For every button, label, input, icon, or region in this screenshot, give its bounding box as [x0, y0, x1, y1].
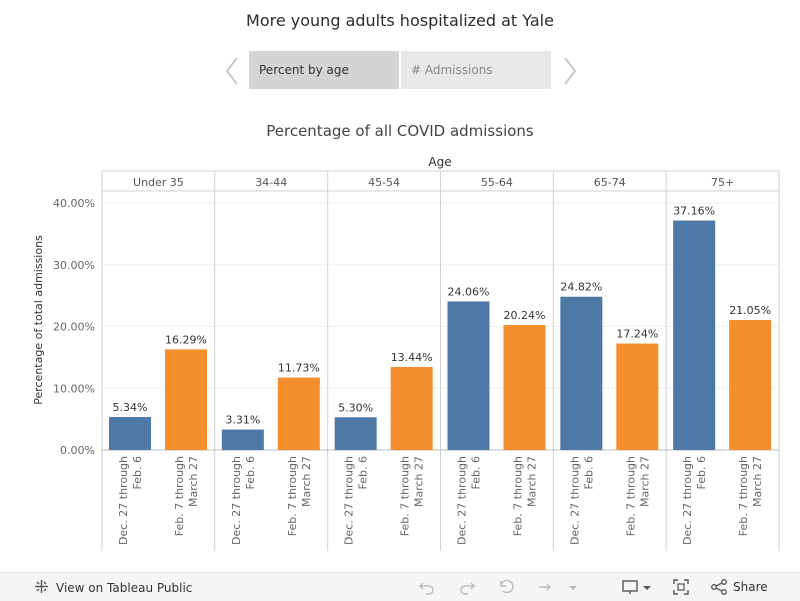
x-tick-label: Feb. 6: [357, 456, 370, 489]
redo-icon[interactable]: [458, 578, 476, 596]
x-tick-label: Dec. 27 through: [568, 456, 581, 545]
column-header-label: Age: [428, 155, 451, 169]
next-arrow-icon[interactable]: [556, 55, 582, 87]
x-tick-label: Feb. 7 through: [399, 456, 412, 536]
tableau-logo-icon: [34, 579, 49, 597]
bar: [390, 367, 433, 450]
view-on-tableau-label: View on Tableau Public: [56, 581, 193, 595]
y-axis-label: Percentage of total admissions: [32, 235, 45, 405]
x-tick-label: Feb. 7 through: [737, 456, 750, 536]
x-tick-label: March 27: [526, 456, 539, 507]
bar-value-label: 17.24%: [616, 328, 658, 341]
bar: [503, 325, 546, 450]
x-tick-label: Feb. 7 through: [512, 456, 525, 536]
download-menu-chevron-icon[interactable]: [638, 578, 656, 596]
bar: [673, 220, 716, 450]
share-label[interactable]: Share: [733, 580, 768, 594]
bar-value-label: 37.16%: [673, 205, 715, 218]
age-group-label: 45-54: [368, 176, 400, 189]
x-tick-label: March 27: [751, 456, 764, 507]
x-tick-label: Dec. 27 through: [456, 456, 469, 545]
x-tick-label: Dec. 27 through: [681, 456, 694, 545]
x-tick-label: Dec. 27 through: [230, 456, 243, 545]
x-tick-label: March 27: [638, 456, 651, 507]
bar-value-label: 5.34%: [113, 401, 148, 414]
bar-value-label: 11.73%: [278, 362, 320, 375]
tab-admissions[interactable]: # Admissions: [401, 51, 551, 89]
bar-value-label: 16.29%: [165, 333, 207, 346]
page-title: More young adults hospitalized at Yale: [246, 11, 554, 30]
bar: [616, 343, 659, 450]
x-tick-label: Feb. 7 through: [173, 456, 186, 536]
age-group-label: 75+: [711, 176, 734, 189]
y-tick-label: 20.00%: [53, 321, 95, 334]
bar: [447, 301, 490, 450]
bar-value-label: 24.06%: [448, 285, 490, 298]
bar-value-label: 24.82%: [560, 281, 602, 294]
bar: [334, 417, 377, 450]
chevron-down-icon[interactable]: [564, 578, 582, 596]
x-tick-label: Feb. 6: [695, 456, 708, 489]
x-tick-label: Feb. 6: [470, 456, 483, 489]
bar: [560, 296, 603, 450]
bar: [109, 417, 151, 450]
bar: [221, 429, 264, 450]
x-tick-label: Dec. 27 through: [343, 456, 356, 545]
bar-value-label: 13.44%: [391, 351, 433, 364]
y-tick-label: 0.00%: [60, 444, 95, 457]
age-group-label: Under 35: [133, 176, 184, 189]
footer-toolbar: View on Tableau Public Share: [0, 572, 800, 601]
bar: [729, 320, 772, 450]
share-icon[interactable]: [710, 578, 728, 596]
download-icon[interactable]: [621, 578, 639, 596]
age-group-label: 55-64: [481, 176, 513, 189]
bar-value-label: 21.05%: [729, 304, 771, 317]
y-tick-label: 30.00%: [53, 259, 95, 272]
x-tick-label: Feb. 6: [244, 456, 257, 489]
revert-icon[interactable]: [498, 578, 516, 596]
undo-icon[interactable]: [418, 578, 436, 596]
previous-arrow-icon[interactable]: [220, 55, 246, 87]
x-tick-label: March 27: [413, 456, 426, 507]
refresh-icon[interactable]: [536, 578, 554, 596]
bar: [277, 377, 320, 450]
bar: [165, 349, 207, 450]
chart-title: Percentage of all COVID admissions: [266, 122, 534, 140]
x-tick-label: Feb. 6: [131, 456, 144, 489]
y-tick-label: 40.00%: [53, 197, 95, 210]
x-tick-label: Feb. 7 through: [624, 456, 637, 536]
age-group-label: 34-44: [255, 176, 287, 189]
tab-percent-by-age[interactable]: Percent by age: [249, 51, 399, 89]
bar-value-label: 3.31%: [225, 414, 260, 427]
y-tick-label: 10.00%: [53, 382, 95, 395]
x-tick-label: March 27: [300, 456, 313, 507]
bar-value-label: 20.24%: [504, 309, 546, 322]
x-tick-label: Feb. 6: [582, 456, 595, 489]
age-group-label: 65-74: [594, 176, 626, 189]
view-on-tableau-link[interactable]: View on Tableau Public: [34, 579, 192, 597]
x-tick-label: Dec. 27 through: [117, 456, 130, 545]
x-tick-label: Feb. 7 through: [286, 456, 299, 536]
bar-value-label: 5.30%: [338, 401, 373, 414]
bar-chart: Age 0.00% 10.00% 20.00% 30.00% 40.00% Percenta…: [32, 155, 780, 551]
x-tick-label: March 27: [187, 456, 200, 507]
fullscreen-icon[interactable]: [672, 578, 690, 596]
